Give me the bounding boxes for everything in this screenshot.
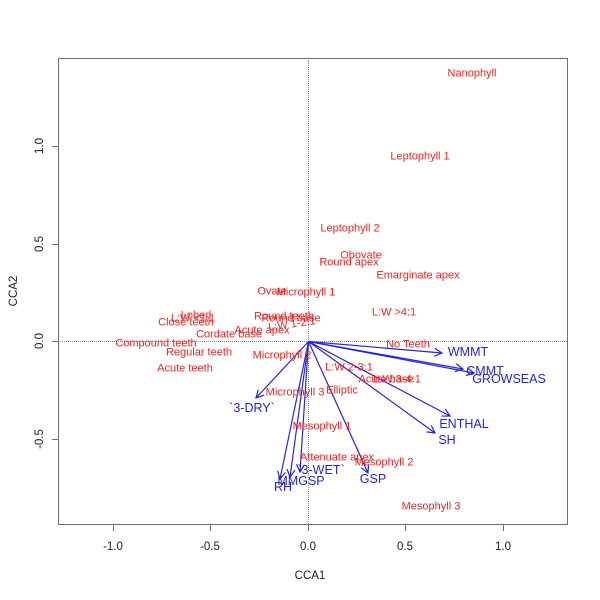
species-label: Attenuate apex bbox=[299, 451, 375, 464]
zero-vertical-dotted-line bbox=[308, 60, 309, 524]
x-tick-label: -0.5 bbox=[200, 541, 220, 553]
species-label: Cordate base bbox=[195, 328, 263, 341]
env-arrow-label: WMMT bbox=[447, 344, 489, 359]
species-label: L:W 2-3:1 bbox=[325, 361, 373, 374]
species-label: Lobed bbox=[180, 309, 212, 322]
y-tick-mark bbox=[52, 340, 58, 342]
y-tick-mark bbox=[52, 145, 58, 147]
x-tick-mark bbox=[307, 525, 309, 531]
species-label: Mesophyll 2 bbox=[354, 456, 414, 469]
species-label: No Teeth bbox=[386, 338, 430, 351]
y-tick-mark bbox=[52, 243, 58, 245]
env-arrow-label: GSP bbox=[359, 471, 387, 486]
x-tick-label: 0.5 bbox=[397, 541, 413, 553]
x-tick-label: 0.0 bbox=[300, 541, 316, 553]
env-arrow-label: SH bbox=[438, 432, 456, 447]
species-label: L:W <1:1 bbox=[170, 312, 216, 325]
species-label: Emarginate apex bbox=[376, 269, 460, 282]
species-label: Ovate bbox=[257, 285, 287, 298]
species-label: Mesophyll 3 bbox=[401, 500, 461, 513]
env-arrow-label: `3-WET` bbox=[297, 462, 345, 477]
env-arrow-label: RH bbox=[273, 479, 293, 494]
species-label: Round teeth bbox=[254, 310, 314, 323]
species-label: Microphyll 3 bbox=[265, 386, 325, 399]
species-label: Close teeth bbox=[158, 316, 214, 329]
species-label: Microphyll 2 bbox=[252, 349, 312, 362]
species-label: Nanophyll bbox=[447, 67, 497, 80]
env-arrow-label: MMGSP bbox=[277, 473, 325, 488]
env-arrow-label: `3-DRY` bbox=[229, 400, 275, 415]
env-arrow-label: ENTHAL bbox=[439, 416, 489, 431]
species-label: Obovate bbox=[340, 249, 382, 262]
env-arrow-label: CMMT bbox=[466, 363, 504, 378]
species-label: L:W 3-4:1 bbox=[373, 373, 421, 386]
x-tick-mark bbox=[112, 525, 114, 531]
x-tick-mark bbox=[209, 525, 211, 531]
y-axis-title: CCA2 bbox=[8, 275, 20, 307]
x-tick-mark bbox=[502, 525, 504, 531]
y-tick-mark bbox=[52, 438, 58, 440]
species-label: Acute apex bbox=[234, 324, 290, 337]
species-label: Round base bbox=[261, 312, 321, 325]
species-label: Mesophyll 1 bbox=[292, 420, 352, 433]
species-label: Microphyll 1 bbox=[276, 286, 336, 299]
x-axis-title: CCA1 bbox=[294, 570, 326, 582]
y-tick-label: 1.0 bbox=[34, 138, 46, 154]
species-label: Acute base bbox=[358, 373, 414, 386]
x-tick-label: 1.0 bbox=[495, 541, 511, 553]
y-tick-label: 0.0 bbox=[34, 333, 46, 349]
species-label: Regular teeth bbox=[165, 346, 233, 359]
y-tick-label: 0.5 bbox=[34, 236, 46, 252]
species-label: L:W >4:1 bbox=[371, 306, 417, 319]
species-label: Compound teeth bbox=[115, 337, 197, 350]
species-label: Round apex bbox=[319, 256, 379, 269]
y-tick-label: -0.5 bbox=[34, 429, 46, 449]
species-label: Elliptic bbox=[326, 384, 358, 397]
species-label: Leptophyll 2 bbox=[320, 222, 380, 235]
species-label: Leptophyll 1 bbox=[390, 150, 450, 163]
species-label: Acute teeth bbox=[157, 362, 213, 375]
x-tick-mark bbox=[404, 525, 406, 531]
x-tick-label: -1.0 bbox=[103, 541, 123, 553]
env-arrow-label: GROWSEAS bbox=[472, 371, 546, 386]
